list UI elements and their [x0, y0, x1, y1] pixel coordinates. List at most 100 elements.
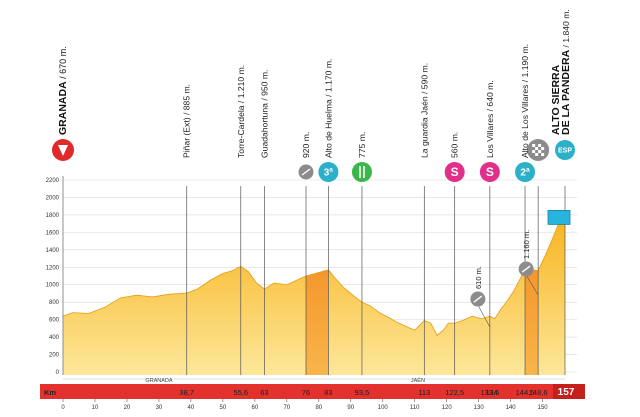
inner-marker-line — [525, 274, 539, 296]
inner-marker-line — [477, 304, 491, 328]
waypoint-lines — [186, 186, 566, 375]
sprint-icon-bg — [444, 162, 465, 182]
finish-box — [547, 210, 571, 225]
feed-zone-icon-mark — [359, 166, 365, 178]
waypoint-name: GRANADA — [57, 81, 69, 135]
waypoint-name: Guadahortuna — [259, 103, 269, 158]
feed-zone-icon — [351, 162, 372, 182]
x-tick-label: 80 — [315, 405, 322, 411]
y-tick-label: 2200 — [46, 178, 60, 184]
y-tick-label: 1800 — [46, 213, 60, 219]
y-tick-label: 1400 — [46, 248, 60, 254]
x-tick-label: 150 — [538, 405, 549, 411]
waypoint-alt: / 885 m. — [182, 84, 192, 117]
sprint-icon: S — [444, 162, 465, 182]
waypoint-alt: / 1.210 m. — [236, 65, 246, 106]
km-label: 133,5 — [480, 388, 499, 397]
feed-zone-icon-bg — [351, 162, 372, 182]
x-tick-label: 10 — [92, 405, 99, 411]
km-label: 157 — [558, 387, 575, 398]
waypoint-label: Alto de Huelma / 1.170 m. — [323, 59, 333, 158]
km-label: 38,7 — [179, 388, 194, 397]
waypoint-alt: / 670 m. — [58, 46, 68, 81]
x-tick-label: 70 — [283, 405, 290, 411]
waypoint-label: GRANADA / 670 m. — [57, 46, 69, 135]
waypoint-label: La guardia Jaén / 590 m. — [419, 63, 429, 158]
km-label: 63 — [260, 388, 268, 397]
special-category-icon-text: ESP — [558, 147, 572, 154]
category-3-icon-text: 3ª — [324, 168, 334, 179]
waypoint-name: Los Villares — [485, 114, 495, 158]
x-tick-label: 30 — [156, 405, 163, 411]
km-label: 55,6 — [233, 388, 248, 397]
region-label: JAÉN — [411, 377, 425, 384]
region-label: GRANADA — [145, 378, 173, 384]
y-tick-label: 200 — [49, 353, 60, 359]
x-tick-label: 110 — [410, 405, 420, 411]
finish-flag-check — [538, 150, 542, 153]
category-3-icon-bg — [318, 162, 339, 182]
km-axis-title: Km — [44, 388, 56, 397]
y-tick-label: 1600 — [46, 230, 60, 236]
waypoint-alt: / 1.190 m. — [520, 44, 530, 85]
climb-start-icon-mark — [521, 265, 531, 273]
special-category-icon: ESP — [555, 140, 575, 160]
y-tick-label: 2000 — [46, 195, 60, 201]
waypoint-name: Alto de Los Villares — [520, 85, 530, 158]
km-label: 76 — [302, 388, 310, 397]
profile-line — [62, 211, 566, 336]
finish-flag-check — [535, 153, 539, 156]
km-label: 148,6 — [529, 388, 548, 397]
start-icon-arrow — [58, 145, 68, 156]
km-label: 134 — [485, 388, 498, 397]
waypoint-alt: 560 m. — [450, 132, 460, 158]
x-tick-label: 40 — [188, 405, 195, 411]
x-tick-label: 20 — [124, 405, 131, 411]
finish-flag-check — [541, 147, 545, 150]
x-tick-label: 140 — [506, 405, 517, 411]
waypoint-alt: / 1.170 m. — [323, 59, 333, 100]
x-tick-label: 100 — [378, 405, 389, 411]
waypoint-label: Los Villares / 640 m. — [485, 80, 495, 158]
waypoint-name: Alto de Huelma — [323, 99, 333, 158]
axis-layer: 0200400600800100012001400160018002000220… — [46, 176, 565, 411]
sprint-icon-text: S — [451, 165, 459, 179]
start-icon — [52, 139, 74, 161]
km-label: 113 — [418, 388, 430, 397]
waypoint-labels: GRANADA / 670 m. Piñar (Ext) / 885 m. Torr… — [57, 9, 572, 289]
waypoint-label: Piñar (Ext) / 885 m. — [182, 84, 192, 158]
climb-start-icon — [518, 261, 534, 277]
climb-start-icon — [298, 164, 314, 180]
inner-marker-label: 610 m. — [474, 266, 483, 289]
x-tick-label: 90 — [347, 405, 354, 411]
climb-start-icon — [470, 291, 486, 307]
y-tick-label: 800 — [49, 300, 60, 306]
finish-flag-icon — [527, 139, 550, 161]
km-bar-background — [40, 384, 580, 399]
finish-flag-check — [532, 144, 536, 147]
x-tick-label: 0 — [61, 405, 65, 411]
x-tick-label: 50 — [220, 405, 227, 411]
km-bar-end — [553, 384, 585, 399]
km-label: 122,5 — [445, 388, 464, 397]
km-label: 144,5 — [516, 388, 535, 397]
x-tick-label: 120 — [442, 405, 453, 411]
x-tick-label: 60 — [252, 405, 259, 411]
waypoint-name: Torre-Cardela — [236, 105, 246, 158]
waypoint-label: 775 m. — [357, 132, 367, 158]
waypoint-alt: 775 m. — [357, 132, 367, 158]
waypoint-icons: 3ª S S 2ª ESP — [52, 139, 575, 307]
waypoint-alt: / 1.840 m. — [561, 9, 571, 50]
waypoint-name: Piñar (Ext) — [182, 117, 192, 158]
waypoint-label: Alto de Los Villares / 1.190 m. — [520, 44, 530, 158]
y-tick-label: 0 — [56, 370, 60, 376]
y-tick-label: 600 — [49, 318, 60, 324]
sprint-icon-bg — [479, 162, 500, 182]
y-tick-label: 1200 — [46, 265, 60, 271]
waypoint-label: Guadahortuna / 950 m. — [259, 70, 269, 158]
finish-flag-check — [541, 153, 545, 156]
climb-start-icon-mark — [473, 295, 483, 303]
sprint-icon-text: S — [486, 165, 494, 179]
waypoint-alt: 920 m. — [301, 132, 311, 158]
